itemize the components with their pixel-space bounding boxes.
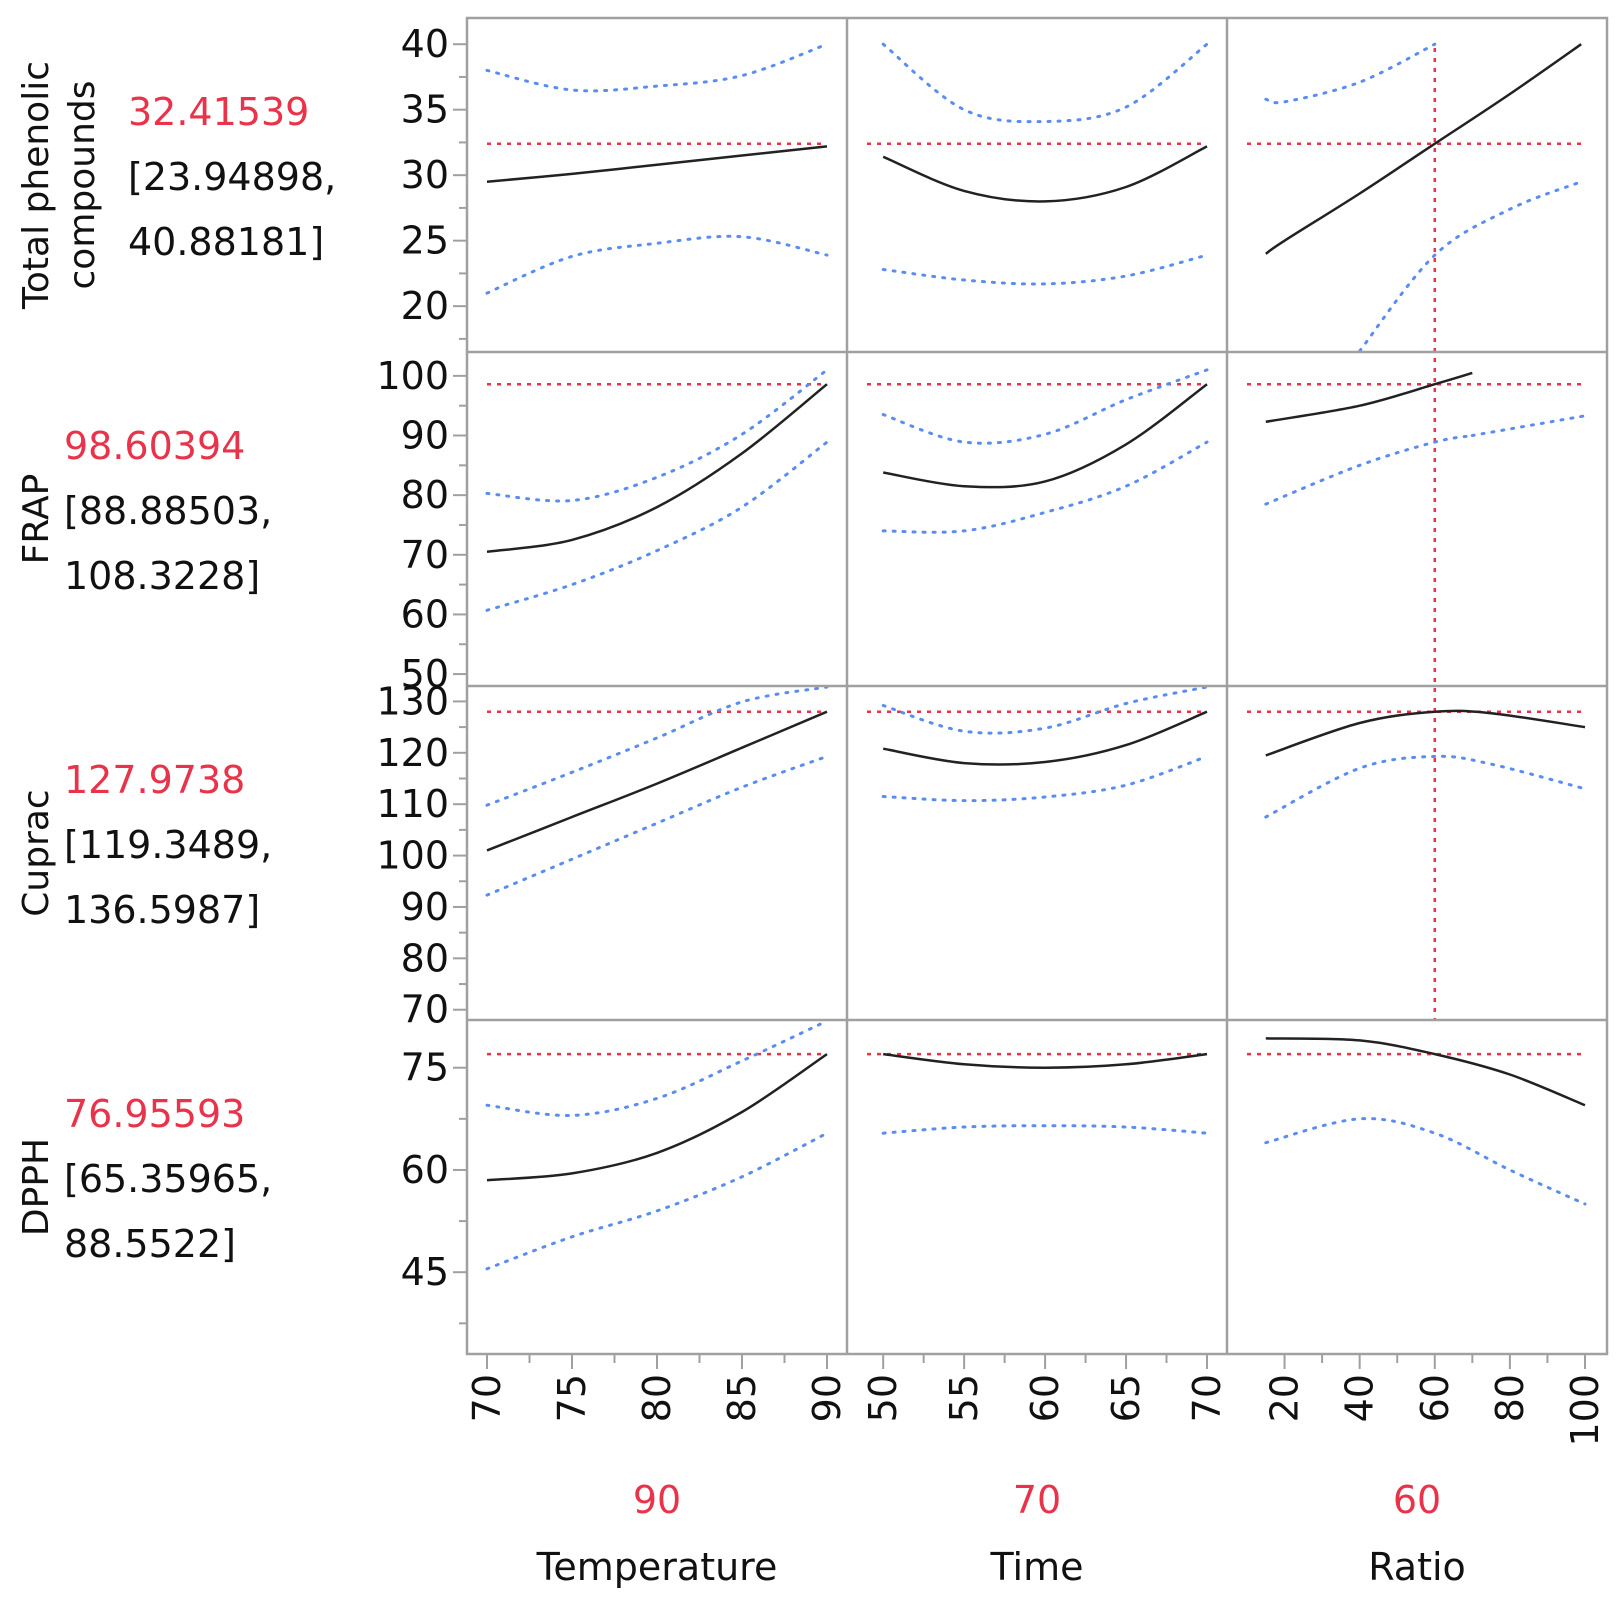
upper-confidence-curve	[485, 685, 829, 807]
prediction-curve	[486, 710, 828, 852]
y-tick-label: 25	[401, 219, 449, 263]
factor-name: Temperature	[536, 1545, 778, 1589]
y-tick-label: 80	[401, 473, 449, 517]
prediction-curve	[883, 1052, 1208, 1069]
upper-confidence-curve	[881, 685, 1209, 735]
response-name: FRAP	[16, 474, 57, 565]
y-tick-label: 60	[401, 592, 449, 636]
response-predicted-value: 32.41539	[128, 90, 309, 134]
x-tick-label: 20	[1263, 1374, 1307, 1422]
x-tick-label: 65	[1104, 1374, 1148, 1422]
prediction-curve	[486, 383, 828, 554]
x-tick-label: 70	[1185, 1374, 1229, 1422]
upper-confidence-curve	[881, 368, 1209, 445]
x-tick-label: 75	[550, 1374, 594, 1422]
prediction-curve	[882, 383, 1208, 489]
x-tick-label: 100	[1563, 1374, 1607, 1447]
response-confidence-interval: 40.88181]	[128, 220, 324, 264]
upper-confidence-curve	[485, 1019, 829, 1117]
y-tick-label: 30	[401, 153, 449, 197]
x-tick-label: 40	[1338, 1374, 1382, 1422]
prediction-curve	[1265, 709, 1586, 757]
lower-confidence-curve	[485, 754, 829, 897]
response-predicted-value: 98.60394	[64, 424, 245, 468]
response-confidence-interval: 136.5987]	[64, 888, 260, 932]
prediction-curve	[1265, 371, 1473, 424]
y-tick-label: 100	[376, 354, 449, 398]
lower-confidence-curve	[485, 440, 829, 612]
lower-confidence-curve	[485, 234, 829, 295]
lower-confidence-curve	[485, 1131, 829, 1271]
response-confidence-interval: [65.35965,	[64, 1157, 272, 1201]
response-name: compounds	[62, 80, 103, 289]
response-name: Total phenolic	[16, 61, 57, 310]
y-tick-label: 100	[376, 834, 449, 878]
lower-confidence-curve	[881, 440, 1209, 534]
lower-confidence-curve	[1264, 434, 1474, 506]
y-tick-label: 45	[401, 1250, 449, 1294]
y-tick-label: 20	[401, 284, 449, 328]
response-predicted-value: 76.95593	[64, 1092, 245, 1136]
x-tick-label: 50	[861, 1374, 905, 1422]
factor-name: Time	[990, 1545, 1084, 1589]
upper-confidence-curve	[485, 368, 829, 503]
y-tick-label: 130	[376, 679, 449, 723]
x-tick-label: 90	[805, 1374, 849, 1422]
upper-confidence-curve	[485, 42, 829, 93]
factor-name: Ratio	[1368, 1545, 1466, 1589]
prediction-curve	[882, 710, 1208, 766]
y-tick-label: 75	[401, 1046, 449, 1090]
x-tick-label: 60	[1023, 1374, 1067, 1422]
upper-confidence-curve	[881, 42, 1209, 124]
lower-confidence-curve	[1358, 180, 1583, 353]
y-tick-label: 35	[401, 88, 449, 132]
prediction-curve	[1265, 1037, 1586, 1107]
lower-confidence-curve	[1264, 754, 1587, 819]
y-tick-label: 90	[401, 885, 449, 929]
prediction-curve	[1265, 43, 1582, 255]
factor-current-value: 60	[1393, 1478, 1441, 1522]
prediction-curve	[486, 145, 828, 183]
x-tick-label: 85	[720, 1374, 764, 1422]
y-tick-label: 40	[401, 22, 449, 66]
response-confidence-interval: [23.94898,	[128, 155, 336, 199]
response-confidence-interval: [88.88503,	[64, 489, 272, 533]
x-tick-label: 80	[1488, 1374, 1532, 1422]
response-name: Cuprac	[16, 789, 57, 916]
y-tick-label: 70	[401, 533, 449, 577]
response-confidence-interval: [119.3489,	[64, 823, 272, 867]
lower-confidence-curve	[881, 754, 1209, 803]
y-tick-label: 60	[401, 1148, 449, 1192]
x-tick-label: 70	[465, 1374, 509, 1422]
response-confidence-interval: 108.3228]	[64, 554, 260, 598]
lower-confidence-curve	[881, 253, 1209, 286]
upper-confidence-curve	[1264, 42, 1437, 105]
lower-confidence-curve	[1264, 1117, 1587, 1206]
y-tick-label: 70	[401, 988, 449, 1032]
y-tick-label: 110	[376, 782, 449, 826]
y-tick-label: 90	[401, 414, 449, 458]
lower-confidence-curve	[881, 1124, 1209, 1135]
factor-current-value: 90	[633, 1478, 681, 1522]
factor-current-value: 70	[1013, 1478, 1061, 1522]
lower-confidence-curve	[1470, 414, 1587, 437]
y-tick-label: 120	[376, 731, 449, 775]
y-tick-label: 50	[401, 652, 449, 696]
response-confidence-interval: 88.5522]	[64, 1222, 236, 1266]
y-tick-label: 80	[401, 936, 449, 980]
prediction-curve	[882, 145, 1208, 203]
prediction-curve	[486, 1053, 828, 1182]
x-tick-label: 60	[1413, 1374, 1457, 1422]
x-tick-label: 55	[942, 1374, 986, 1422]
response-predicted-value: 127.9738	[64, 758, 245, 802]
x-tick-label: 80	[635, 1374, 679, 1422]
response-name: DPPH	[16, 1138, 57, 1236]
